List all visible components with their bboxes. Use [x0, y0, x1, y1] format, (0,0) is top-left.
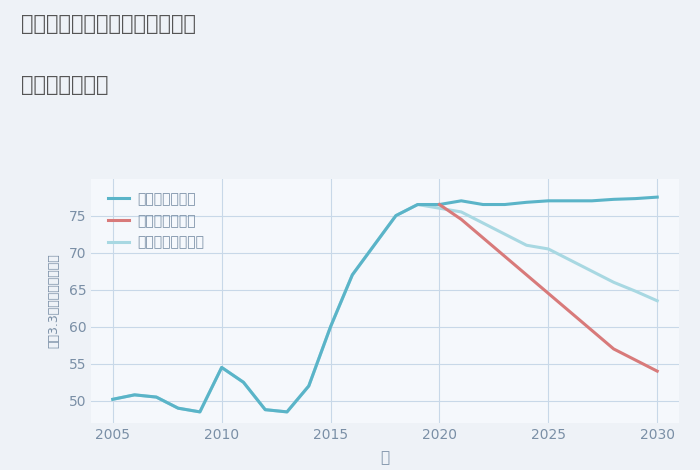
グッドシナリオ — [283, 409, 291, 415]
グッドシナリオ — [152, 394, 160, 400]
ノーマルシナリオ — [457, 209, 466, 215]
ノーマルシナリオ — [174, 405, 182, 411]
グッドシナリオ — [239, 379, 248, 385]
ノーマルシナリオ — [653, 298, 662, 304]
バッドシナリオ — [457, 217, 466, 222]
Text: 愛知県名古屋市中村区靖国町の: 愛知県名古屋市中村区靖国町の — [21, 14, 196, 34]
ノーマルシナリオ — [522, 243, 531, 248]
グッドシナリオ — [479, 202, 487, 207]
グッドシナリオ — [108, 397, 117, 402]
バッドシナリオ — [653, 368, 662, 374]
グッドシナリオ — [457, 198, 466, 204]
ノーマルシナリオ — [304, 383, 313, 389]
ノーマルシナリオ — [108, 397, 117, 402]
グッドシナリオ — [326, 324, 335, 329]
ノーマルシナリオ — [414, 202, 422, 207]
グッドシナリオ — [610, 196, 618, 202]
Text: 土地の価格推移: 土地の価格推移 — [21, 75, 108, 95]
グッドシナリオ — [392, 213, 400, 219]
グッドシナリオ — [174, 405, 182, 411]
ノーマルシナリオ — [500, 231, 509, 237]
バッドシナリオ — [544, 290, 552, 296]
バッドシナリオ — [435, 202, 444, 207]
グッドシナリオ — [130, 392, 139, 398]
ノーマルシナリオ — [130, 392, 139, 398]
ノーマルシナリオ — [326, 324, 335, 329]
ノーマルシナリオ — [218, 365, 226, 370]
ノーマルシナリオ — [544, 246, 552, 252]
グッドシナリオ — [544, 198, 552, 204]
ノーマルシナリオ — [239, 379, 248, 385]
バッドシナリオ — [610, 346, 618, 352]
ノーマルシナリオ — [631, 289, 640, 294]
ノーマルシナリオ — [283, 409, 291, 415]
Legend: グッドシナリオ, バッドシナリオ, ノーマルシナリオ: グッドシナリオ, バッドシナリオ, ノーマルシナリオ — [104, 188, 209, 254]
グッドシナリオ — [631, 196, 640, 202]
グッドシナリオ — [653, 194, 662, 200]
グッドシナリオ — [522, 199, 531, 205]
ノーマルシナリオ — [392, 213, 400, 219]
Line: グッドシナリオ: グッドシナリオ — [113, 197, 657, 412]
バッドシナリオ — [522, 272, 531, 278]
ノーマルシナリオ — [588, 268, 596, 274]
グッドシナリオ — [500, 202, 509, 207]
ノーマルシナリオ — [610, 280, 618, 285]
グッドシナリオ — [348, 272, 356, 278]
グッドシナリオ — [196, 409, 204, 415]
バッドシナリオ — [566, 309, 574, 315]
ノーマルシナリオ — [152, 394, 160, 400]
ノーマルシナリオ — [348, 272, 356, 278]
バッドシナリオ — [500, 253, 509, 259]
バッドシナリオ — [631, 357, 640, 363]
グッドシナリオ — [435, 202, 444, 207]
グッドシナリオ — [370, 243, 378, 248]
バッドシナリオ — [588, 328, 596, 333]
Line: バッドシナリオ: バッドシナリオ — [440, 204, 657, 371]
グッドシナリオ — [588, 198, 596, 204]
ノーマルシナリオ — [479, 220, 487, 226]
ノーマルシナリオ — [435, 205, 444, 211]
ノーマルシナリオ — [370, 243, 378, 248]
グッドシナリオ — [414, 202, 422, 207]
ノーマルシナリオ — [196, 409, 204, 415]
グッドシナリオ — [304, 383, 313, 389]
Y-axis label: 坪（3.3㎡）単価（万円）: 坪（3.3㎡）単価（万円） — [47, 253, 60, 348]
ノーマルシナリオ — [566, 257, 574, 263]
グッドシナリオ — [566, 198, 574, 204]
バッドシナリオ — [479, 235, 487, 241]
グッドシナリオ — [261, 407, 270, 413]
ノーマルシナリオ — [261, 407, 270, 413]
Line: ノーマルシナリオ: ノーマルシナリオ — [113, 204, 657, 412]
グッドシナリオ — [218, 365, 226, 370]
X-axis label: 年: 年 — [380, 450, 390, 465]
